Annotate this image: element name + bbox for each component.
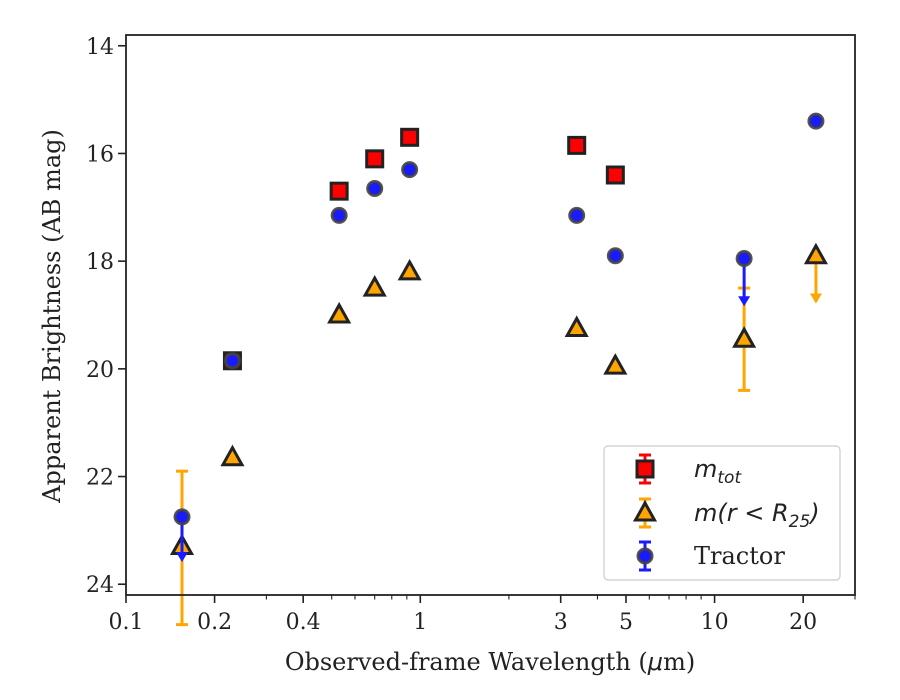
marks-layer bbox=[169, 112, 828, 627]
y-tick-label: 20 bbox=[86, 358, 114, 383]
x-tick-label: 3 bbox=[554, 610, 568, 635]
mr25-point bbox=[803, 242, 828, 265]
y-axis-title: Apparent Brightness (AB mag) bbox=[38, 129, 66, 504]
y-tick-label: 18 bbox=[86, 250, 114, 275]
legend-entry-tractor: Tractor bbox=[636, 540, 785, 572]
ticks-layer: 0.1 0.2 0.4 1 3 5 10 20 14 16 18 20 22 24 bbox=[86, 35, 856, 635]
series-tractor bbox=[173, 112, 825, 562]
legend-entry-mr25: m(r < R25) bbox=[632, 497, 820, 532]
x-tick-label: 0.2 bbox=[197, 610, 232, 635]
legend-entry-mtot: mtot bbox=[635, 453, 742, 488]
legend-box bbox=[603, 445, 841, 581]
legend: mtot m(r < R25) Tractor bbox=[603, 445, 841, 581]
x-tick-label: 20 bbox=[789, 610, 817, 635]
legend-label-mr25: m(r < R25) bbox=[694, 499, 820, 532]
tractor-upper-limit-arrow-head bbox=[176, 552, 189, 562]
plot-frame bbox=[125, 34, 856, 596]
legend-marker-mr25 bbox=[632, 499, 658, 522]
mr25-upper-limit-arrow-head bbox=[809, 293, 822, 304]
legend-label-tractor: Tractor bbox=[694, 542, 785, 570]
tractor-upper-limit-arrow-head bbox=[738, 296, 751, 307]
y-tick-label: 14 bbox=[86, 35, 114, 60]
mr25-point bbox=[732, 326, 757, 348]
y-tick-label: 16 bbox=[86, 142, 114, 167]
x-tick-label: 1 bbox=[413, 610, 427, 635]
x-tick-label: 0.4 bbox=[286, 610, 321, 635]
x-tick-label: 0.1 bbox=[109, 610, 144, 635]
legend-marker-tractor bbox=[636, 547, 654, 565]
x-tick-label: 5 bbox=[619, 610, 633, 635]
x-axis-title: Observed-frame Wavelength (μm) bbox=[285, 648, 695, 676]
y-tick-label: 22 bbox=[86, 466, 114, 491]
tractor-point bbox=[173, 508, 191, 526]
legend-label-mtot: mtot bbox=[694, 455, 742, 488]
legend-marker-mtot bbox=[635, 459, 655, 479]
y-tick-label: 24 bbox=[86, 573, 114, 598]
x-tick-label: 10 bbox=[701, 610, 729, 635]
tractor-point bbox=[735, 249, 753, 267]
